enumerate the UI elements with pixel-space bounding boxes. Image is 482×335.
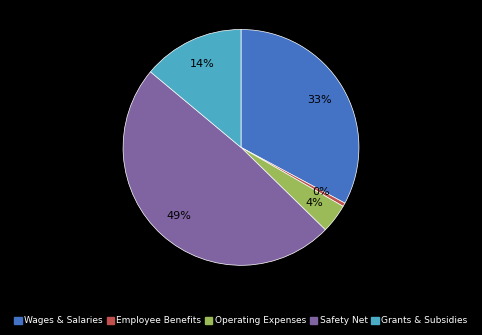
Text: 33%: 33% [308,95,332,105]
Legend: Wages & Salaries, Employee Benefits, Operating Expenses, Safety Net, Grants & Su: Wages & Salaries, Employee Benefits, Ope… [13,315,469,327]
Wedge shape [241,147,343,230]
Wedge shape [123,72,325,265]
Text: 49%: 49% [167,211,192,221]
Wedge shape [241,147,345,206]
Text: 0%: 0% [312,187,330,197]
Text: 4%: 4% [306,198,323,208]
Wedge shape [150,29,241,147]
Wedge shape [241,29,359,203]
Text: 14%: 14% [189,59,214,69]
